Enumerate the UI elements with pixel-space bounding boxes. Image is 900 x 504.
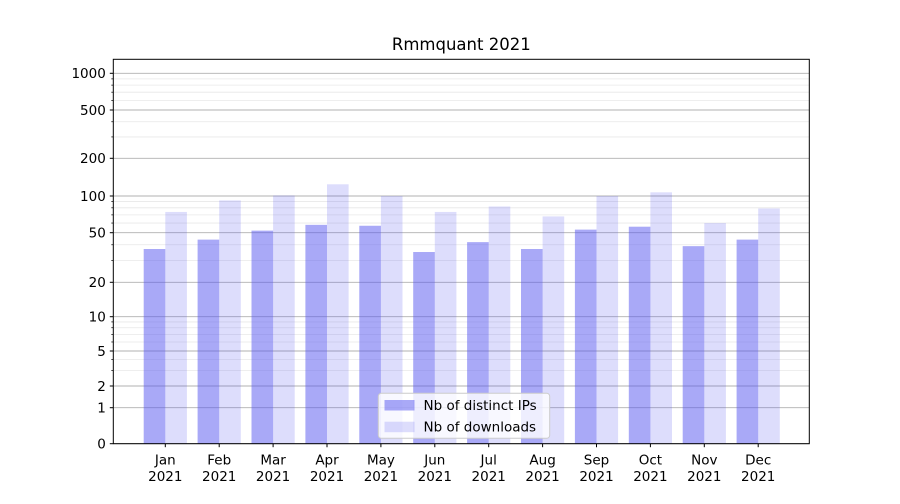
x-tick-label-year: 2021 <box>202 469 236 485</box>
legend: Nb of distinct IPs Nb of downloads <box>377 392 551 439</box>
y-tick-label: 500 <box>80 103 106 119</box>
x-tick-label-month: Apr <box>315 453 339 469</box>
legend-box <box>377 392 551 439</box>
chart-title: Rmmquant 2021 <box>392 35 531 54</box>
plot-border <box>112 58 810 445</box>
x-tick-label-month: Feb <box>207 453 231 469</box>
bar-distinct-ips <box>143 248 166 444</box>
bar-downloads <box>596 196 619 444</box>
x-tick-label-month: Jul <box>480 453 497 469</box>
legend-swatch-distinct-ips <box>384 400 415 411</box>
x-tick-label-month: Aug <box>529 453 555 469</box>
x-tick-label-year: 2021 <box>579 469 613 485</box>
legend-label-downloads: Nb of downloads <box>424 420 537 436</box>
bar-downloads <box>273 195 295 444</box>
x-tick-label-year: 2021 <box>741 469 775 485</box>
x-tick-label-month: Nov <box>691 453 717 469</box>
bar-downloads <box>165 211 187 444</box>
y-tick-label: 1000 <box>71 66 105 82</box>
bar-distinct-ips <box>305 224 327 444</box>
x-tick-label-year: 2021 <box>525 469 559 485</box>
bar-downloads <box>327 184 349 444</box>
legend-label-distinct-ips: Nb of distinct IPs <box>424 398 537 414</box>
y-tick-label: 20 <box>89 275 106 291</box>
y-tick-label: 1 <box>97 401 106 417</box>
bar-distinct-ips <box>682 246 705 444</box>
x-tick-label-year: 2021 <box>310 469 344 485</box>
x-tick-label-year: 2021 <box>687 469 721 485</box>
x-tick-label-month: Jun <box>423 453 445 469</box>
bar-downloads <box>650 192 672 444</box>
bar-downloads <box>758 208 780 444</box>
x-tick-label-month: Mar <box>260 453 286 469</box>
bar-series <box>143 184 780 444</box>
y-tick-label: 0 <box>97 437 106 453</box>
bar-downloads <box>542 216 565 444</box>
x-tick-label-month: Sep <box>584 453 609 469</box>
y-tick-label: 200 <box>80 151 106 167</box>
x-tick-label-month: Jan <box>154 453 176 469</box>
bar-downloads <box>219 200 241 444</box>
bar-downloads <box>704 223 726 444</box>
axis-ticks <box>109 72 759 448</box>
x-tick-label-month: Oct <box>639 453 662 469</box>
y-tick-label: 5 <box>97 344 106 360</box>
x-tick-label-year: 2021 <box>472 469 506 485</box>
x-tick-label-year: 2021 <box>364 469 398 485</box>
bar-downloads <box>434 211 457 444</box>
bar-distinct-ips <box>736 239 759 444</box>
x-tick-label-month: Dec <box>745 453 771 469</box>
bar-downloads <box>488 206 511 444</box>
bar-distinct-ips <box>628 226 651 444</box>
bar-downloads <box>380 196 403 444</box>
x-tick-label-year: 2021 <box>256 469 290 485</box>
bar-distinct-ips <box>251 230 274 444</box>
minor-gridlines <box>113 78 810 371</box>
bar-distinct-ips <box>359 225 381 444</box>
bar-distinct-ips <box>197 239 220 444</box>
x-tick-label-month: May <box>367 453 395 469</box>
axis-tick-labels: 01251020501002005001000Jan2021Feb2021Mar… <box>71 66 775 485</box>
y-tick-label: 10 <box>89 310 106 326</box>
y-tick-label: 2 <box>97 379 106 395</box>
x-tick-label-year: 2021 <box>633 469 667 485</box>
y-tick-label: 50 <box>89 226 106 242</box>
y-tick-label: 100 <box>80 189 106 205</box>
x-tick-label-year: 2021 <box>148 469 182 485</box>
x-tick-label-year: 2021 <box>418 469 452 485</box>
legend-swatch-downloads <box>384 421 415 433</box>
bar-distinct-ips <box>574 229 597 444</box>
